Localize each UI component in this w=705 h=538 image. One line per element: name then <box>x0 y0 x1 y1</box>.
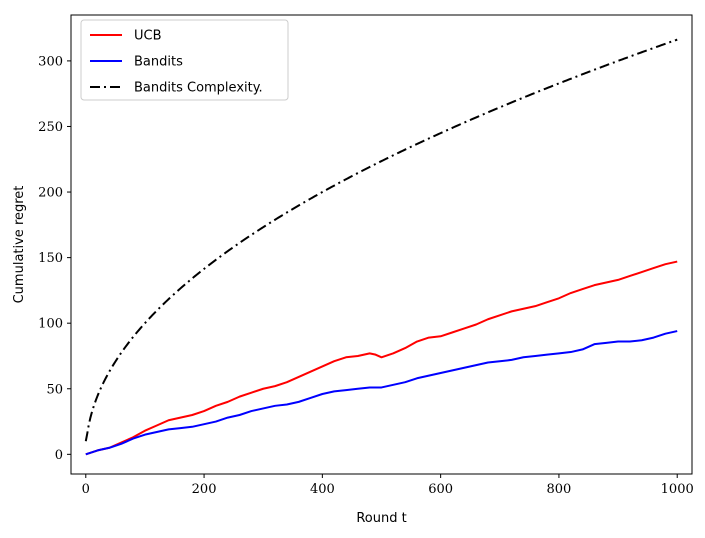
series-line-2 <box>84 38 678 442</box>
legend-label-1: Bandits <box>134 55 183 70</box>
series-line-0 <box>85 260 678 456</box>
y-tick-label: 200 <box>38 186 63 201</box>
y-tick-label: 50 <box>46 382 63 397</box>
y-tick-label: 300 <box>38 54 63 69</box>
x-tick-label: 1000 <box>661 482 694 497</box>
x-tick-label: 800 <box>547 482 572 497</box>
y-tick-label: 250 <box>38 120 63 135</box>
series-layer <box>84 38 678 456</box>
plot-frame <box>70 14 693 475</box>
y-tick-label: 0 <box>55 448 63 463</box>
legend-label-2: Bandits Complexity. <box>134 81 263 96</box>
y-axis-label: Cumulative regret <box>12 186 27 304</box>
y-tick-label: 100 <box>38 317 63 332</box>
y-tick-label: 150 <box>38 251 63 266</box>
x-tick-label: 400 <box>310 482 335 497</box>
x-axis-label: Round t <box>356 511 406 526</box>
legend-label-0: UCB <box>134 29 162 44</box>
legend: UCB Bandits Bandits Complexity. <box>80 19 289 101</box>
x-axis: 0 200 400 600 800 1000 <box>82 474 694 497</box>
legend-frame <box>80 19 289 101</box>
x-tick-label: 600 <box>428 482 453 497</box>
series-line-1 <box>85 330 678 456</box>
y-axis: 0 50 100 150 200 250 300 <box>38 54 71 463</box>
x-tick-label: 200 <box>192 482 217 497</box>
x-tick-label: 0 <box>82 482 90 497</box>
